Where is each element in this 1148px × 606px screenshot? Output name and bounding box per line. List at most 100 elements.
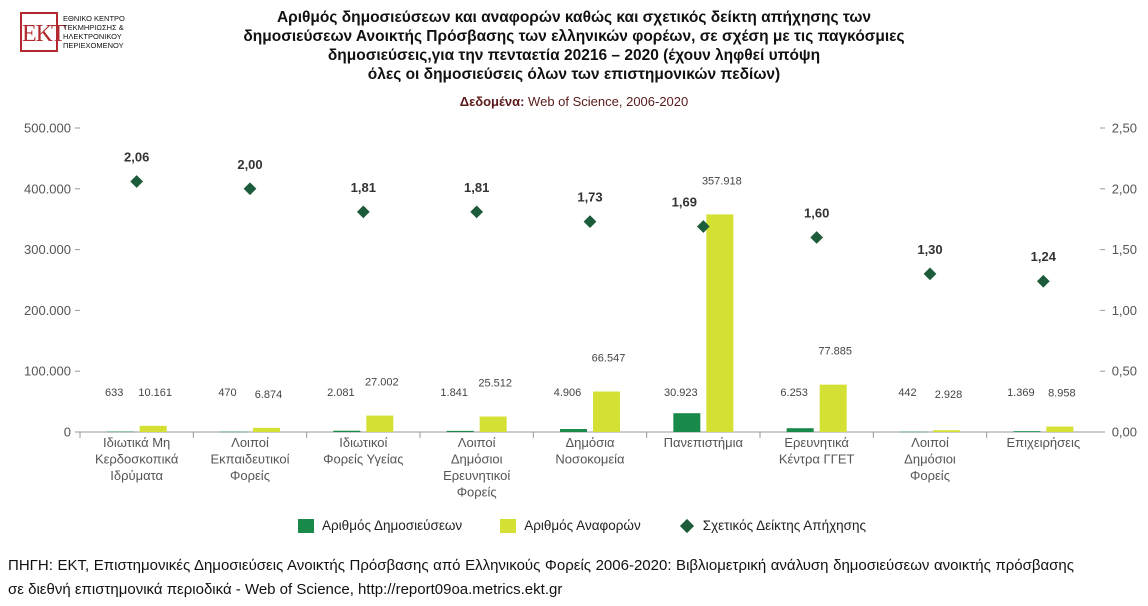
data-label-impact: 1,81 bbox=[351, 180, 376, 195]
data-label-citations: 357.918 bbox=[702, 175, 742, 187]
category-label: Πανεπιστήμια bbox=[664, 435, 744, 450]
data-label-citations: 2.928 bbox=[935, 389, 963, 401]
bar-citations bbox=[1046, 426, 1074, 432]
category-label: Εκπαιδευτικοί bbox=[211, 452, 290, 467]
category-label: Ερευνητικά bbox=[784, 435, 849, 450]
marker-impact bbox=[583, 215, 597, 228]
data-label-impact: 2,00 bbox=[237, 157, 262, 172]
ekt-logo: ΕΚΤ ΕΘΝΙΚΟ ΚΕΝΤΡΟ ΤΕΚΜΗΡΙΩΣΗΣ & ΗΛΕΚΤΡΟΝ… bbox=[20, 12, 125, 58]
marker-impact bbox=[243, 182, 257, 196]
data-label-impact: 1,30 bbox=[917, 242, 942, 257]
data-label-publications: 633 bbox=[105, 387, 123, 399]
category-label: Φορείς bbox=[910, 468, 950, 483]
left-tick-label: 200.000 bbox=[24, 303, 71, 318]
data-label-publications: 1.841 bbox=[440, 387, 468, 399]
category-label: Επιχειρήσεις bbox=[1007, 435, 1081, 450]
marker-impact bbox=[470, 205, 484, 219]
bar-citations bbox=[593, 391, 620, 432]
bar-citations bbox=[479, 416, 507, 432]
logo-letters: ΕΚΤ bbox=[20, 12, 66, 52]
data-label-impact: 1,81 bbox=[464, 180, 489, 195]
category-label: Λοιποί bbox=[911, 435, 949, 450]
category-label: Ιδιωτικά Μη bbox=[103, 435, 170, 450]
category-label: Νοσοκομεία bbox=[555, 452, 625, 467]
right-tick-label: 2,50 bbox=[1112, 121, 1137, 136]
bar-publications bbox=[673, 413, 701, 432]
category-label: Ιδρύματα bbox=[110, 468, 163, 483]
legend-label-citations: Αριθμός Αναφορών bbox=[524, 518, 641, 533]
category-label: Κερδοσκοπικά bbox=[95, 452, 179, 467]
title-line: δημοσιεύσεων Ανοικτής Πρόσβασης των ελλη… bbox=[243, 28, 905, 45]
bar-citations bbox=[253, 427, 280, 432]
marker-impact bbox=[356, 205, 370, 219]
legend-item-publications: Αριθμός Δημοσιεύσεων bbox=[298, 518, 462, 533]
category-label: Δημόσια bbox=[565, 435, 615, 450]
category-label: Φορείς Υγείας bbox=[323, 452, 403, 467]
data-label-citations: 77.885 bbox=[818, 346, 852, 358]
data-label-impact: 1,73 bbox=[577, 190, 602, 205]
right-tick-label: 1,50 bbox=[1112, 242, 1137, 257]
data-label-citations: 25.512 bbox=[478, 377, 512, 389]
data-label-citations: 10.161 bbox=[138, 387, 172, 399]
category-label: Ερευνητικοί bbox=[443, 468, 510, 483]
left-tick-label: 100.000 bbox=[24, 364, 71, 379]
data-label-impact: 1,24 bbox=[1031, 249, 1057, 264]
bar-publications bbox=[900, 431, 927, 433]
marker-impact bbox=[923, 267, 937, 281]
legend-label-impact: Σχετικός Δείκτης Απήχησης bbox=[702, 518, 867, 533]
title-line: όλες οι δημοσιεύσεις όλων των επιστημονι… bbox=[367, 66, 781, 83]
chart-title: Αριθμός δημοσιεύσεων και αναφορών καθώς … bbox=[190, 8, 958, 84]
data-label-publications: 4.906 bbox=[554, 387, 582, 399]
logo-text: ΕΘΝΙΚΟ ΚΕΝΤΡΟ ΤΕΚΜΗΡΙΩΣΗΣ & ΗΛΕΚΤΡΟΝΙΚΟΥ… bbox=[63, 14, 125, 50]
category-label: Λοιποί bbox=[458, 435, 496, 450]
chart-subtitle: Δεδομένα: Web of Science, 2006-2020 bbox=[0, 94, 1148, 109]
marker-impact bbox=[1036, 274, 1050, 288]
data-label-citations: 27.002 bbox=[365, 377, 399, 389]
data-label-impact: 2,06 bbox=[124, 150, 149, 165]
category-label: Ιδιωτικοί bbox=[339, 435, 387, 450]
category-label: Δημόσιοι bbox=[451, 452, 503, 467]
bar-publications bbox=[220, 431, 247, 433]
bar-citations bbox=[139, 425, 167, 432]
bar-citations bbox=[366, 415, 394, 432]
legend-item-citations: Αριθμός Αναφορών bbox=[500, 518, 641, 533]
right-tick-label: 0,50 bbox=[1112, 364, 1137, 379]
left-tick-label: 400.000 bbox=[24, 181, 71, 196]
category-label: Δημόσιοι bbox=[904, 452, 956, 467]
legend-swatch-citations bbox=[500, 518, 517, 533]
data-label-citations: 6.874 bbox=[255, 389, 283, 401]
data-label-publications: 2.081 bbox=[327, 387, 355, 399]
right-tick-label: 2,00 bbox=[1112, 181, 1137, 196]
subtitle-value: Web of Science, 2006-2020 bbox=[524, 94, 689, 109]
category-label: Φορείς bbox=[457, 485, 497, 500]
left-tick-label: 0 bbox=[64, 425, 71, 440]
right-tick-label: 0,00 bbox=[1112, 425, 1137, 440]
category-label: Κέντρα ΓΓΕΤ bbox=[779, 452, 855, 467]
bar-publications bbox=[333, 430, 361, 432]
chart-legend: Αριθμός Δημοσιεύσεων Αριθμός Αναφορών Σχ… bbox=[298, 518, 866, 533]
bar-publications bbox=[560, 429, 587, 432]
title-line: δημοσιεύσεις,για την πενταετία 20216 – 2… bbox=[327, 47, 821, 64]
marker-impact bbox=[130, 175, 144, 188]
bar-publications bbox=[786, 428, 814, 432]
data-label-publications: 6.253 bbox=[780, 387, 808, 399]
legend-swatch-publications bbox=[298, 518, 314, 533]
subtitle-label: Δεδομένα: bbox=[459, 94, 525, 109]
legend-label-publications: Αριθμός Δημοσιεύσεων bbox=[322, 518, 463, 533]
data-label-publications: 30.923 bbox=[664, 387, 698, 399]
category-label: Λοιποί bbox=[231, 435, 269, 450]
bar-citations bbox=[933, 430, 960, 432]
legend-swatch-impact bbox=[679, 518, 694, 533]
bar-citations bbox=[819, 384, 847, 432]
left-tick-label: 500.000 bbox=[24, 121, 71, 136]
category-label: Φορείς bbox=[230, 468, 270, 483]
source-note: ΠΗΓΗ: ΕΚΤ, Επιστημονικές Δημοσιεύσεις Αν… bbox=[8, 557, 1074, 598]
data-label-impact: 1,60 bbox=[804, 205, 829, 220]
data-label-citations: 66.547 bbox=[592, 353, 626, 365]
left-tick-label: 300.000 bbox=[24, 242, 71, 257]
bar-publications bbox=[106, 431, 134, 433]
bar-citations bbox=[706, 214, 734, 432]
title-line: Αριθμός δημοσιεύσεων και αναφορών καθώς … bbox=[276, 9, 872, 26]
data-label-publications: 470 bbox=[218, 387, 236, 399]
